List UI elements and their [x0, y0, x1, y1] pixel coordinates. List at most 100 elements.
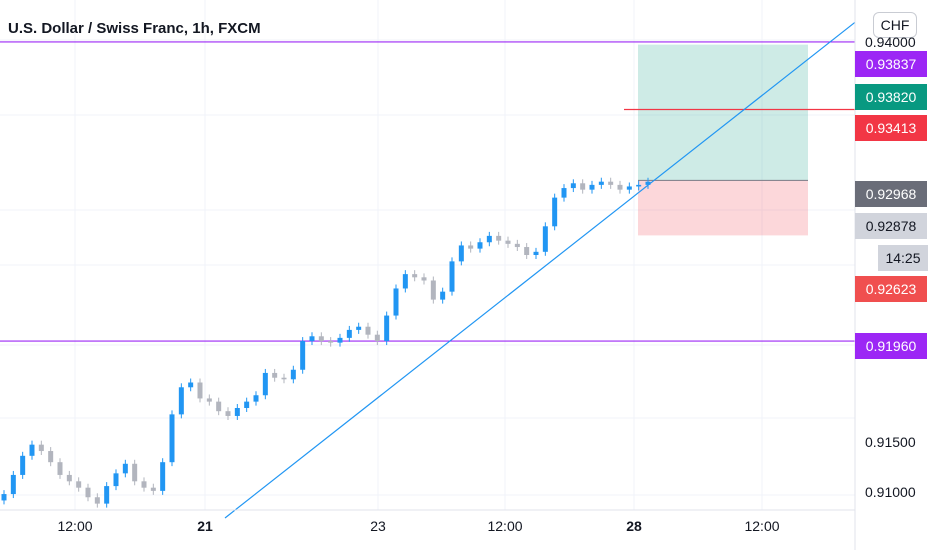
candle — [617, 180, 623, 194]
candle — [374, 330, 380, 346]
candle — [318, 332, 324, 346]
red-level-price-label[interactable]: 0.93413 — [855, 115, 927, 141]
candle — [122, 459, 128, 478]
upper-level-price-label[interactable]: 0.93837 — [855, 51, 927, 77]
long-position-zones[interactable] — [638, 44, 808, 236]
candle-body — [234, 408, 240, 416]
candle-body — [393, 288, 399, 316]
candle — [1, 490, 7, 505]
candle-body — [262, 372, 268, 396]
candle — [542, 222, 548, 256]
currency-button[interactable]: CHF — [873, 12, 917, 38]
x-tick-label: 23 — [370, 518, 386, 534]
x-tick-label: 28 — [626, 518, 642, 534]
candle — [104, 482, 110, 508]
candle — [412, 270, 418, 282]
candle-body — [589, 184, 595, 190]
candle-body — [440, 291, 446, 300]
candle-body — [253, 395, 259, 402]
candle-body — [225, 411, 231, 416]
candle-body — [57, 462, 63, 475]
candle — [514, 239, 520, 252]
candle — [384, 311, 390, 346]
candle-body — [384, 315, 390, 342]
candle-body — [552, 197, 558, 227]
candle-body — [645, 181, 651, 185]
target-zone — [638, 44, 808, 181]
candle-body — [486, 235, 492, 243]
candle — [645, 177, 651, 189]
candle — [458, 241, 464, 266]
candle-body — [48, 451, 54, 463]
candle-body — [542, 226, 548, 252]
candle — [225, 407, 231, 420]
candle — [626, 182, 632, 194]
candle-body — [197, 382, 203, 399]
candle — [150, 483, 156, 495]
candle-body — [160, 462, 166, 491]
candle — [552, 193, 558, 231]
candle-body — [244, 401, 250, 408]
y-tick-label: 0.91500 — [865, 434, 916, 450]
candle — [505, 236, 511, 248]
candle-body — [346, 329, 352, 338]
candle — [524, 243, 530, 259]
candle — [94, 493, 100, 508]
candle — [281, 373, 287, 384]
bar-countdown-label: 14:25 — [878, 245, 928, 271]
candle-body — [449, 261, 455, 292]
candle — [253, 391, 259, 406]
candle-body — [608, 181, 614, 185]
candle — [449, 257, 455, 296]
candle-body — [188, 382, 194, 388]
candle-body — [281, 377, 287, 380]
x-tick-label: 21 — [197, 518, 213, 534]
lower-level-price-label[interactable]: 0.91960 — [855, 333, 927, 359]
candle — [197, 378, 203, 403]
candle — [561, 184, 567, 202]
candle — [430, 276, 436, 304]
x-tick-label: 12:00 — [57, 518, 93, 534]
candle — [421, 273, 427, 285]
candle — [636, 180, 642, 191]
uptrend-line — [224, 21, 856, 519]
entry-price-label: 0.92968 — [855, 181, 927, 207]
candle — [66, 470, 72, 486]
candle-body — [113, 473, 119, 487]
candle — [113, 469, 119, 491]
candle — [178, 383, 184, 419]
candle — [132, 459, 138, 486]
candle — [496, 231, 502, 245]
trendline[interactable] — [224, 21, 856, 519]
candle-body — [20, 455, 26, 475]
candle — [10, 470, 16, 499]
candle-body — [374, 334, 380, 342]
horizontal-levels[interactable] — [0, 41, 855, 342]
stop-price-label: 0.92623 — [855, 276, 927, 302]
candle — [570, 179, 576, 193]
target-price-label: 0.93820 — [855, 84, 927, 110]
candle-body — [66, 474, 72, 482]
candle — [188, 378, 194, 392]
candle-body — [216, 401, 222, 412]
candle-body — [514, 243, 520, 248]
candle — [608, 177, 614, 189]
candle — [48, 447, 54, 467]
x-tick-label: 12:00 — [487, 518, 523, 534]
candle-body — [300, 341, 306, 370]
candle — [365, 322, 371, 339]
candle-body — [365, 326, 371, 335]
candle-body — [85, 487, 91, 498]
candle-body — [169, 414, 175, 463]
candle — [85, 483, 91, 502]
candle — [477, 238, 483, 253]
candle — [272, 368, 278, 382]
candle — [38, 440, 44, 456]
candle-body — [104, 486, 110, 504]
current-price-label: 0.92878 — [855, 213, 927, 239]
candle — [216, 397, 222, 416]
candle-body — [505, 240, 511, 244]
candle-body — [206, 398, 212, 402]
candle — [169, 410, 175, 467]
